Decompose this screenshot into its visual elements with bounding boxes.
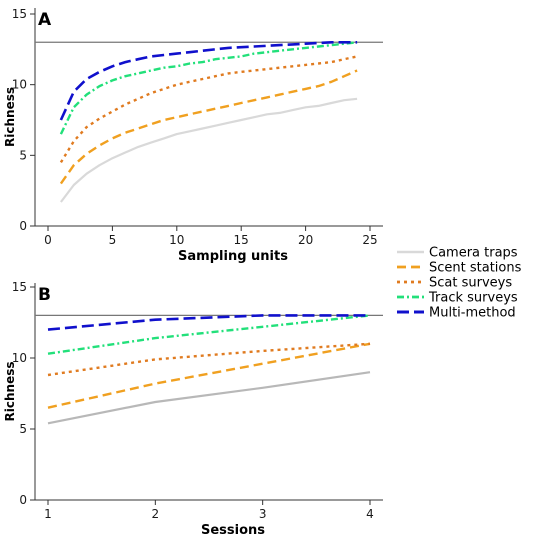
panel-b-chart: 1 2 3 4 0 5 10 15 Sessions Richness B [3, 280, 383, 538]
legend-label-track: Track surveys [428, 291, 518, 306]
y-axis-label: Richness [3, 362, 17, 422]
x-tick-label: 5 [109, 233, 117, 247]
y-axis-label: Richness [3, 87, 17, 147]
x-tick-label: 10 [169, 233, 184, 247]
x-axis-label: Sampling units [178, 249, 288, 264]
x-tick-label: 0 [44, 233, 52, 247]
panel-letter: B [38, 285, 51, 305]
series-line-camera [60, 97, 358, 203]
series-line-track [59, 41, 358, 135]
series-line-scat [47, 342, 371, 377]
x-tick-label: 1 [44, 507, 52, 521]
x-axis-label: Sessions [201, 523, 265, 538]
y-tick-label: 0 [19, 219, 27, 233]
y-tick-label: 10 [12, 78, 27, 92]
series-line-scent [59, 69, 358, 185]
y-tick-label: 0 [19, 493, 27, 507]
series-line-multi [47, 314, 370, 331]
panel-letter: A [38, 10, 52, 30]
y-tick-label: 15 [12, 7, 27, 21]
series-line-scat [59, 55, 358, 164]
series-line-multi [59, 40, 358, 121]
legend-label-scent: Scent stations [429, 261, 522, 276]
y-tick-label: 10 [12, 351, 27, 365]
series-line-camera [47, 371, 371, 425]
legend-label-camera: Camera traps [429, 246, 518, 261]
legend-label-scat: Scat surveys [429, 276, 512, 291]
x-tick-label: 25 [362, 233, 377, 247]
panel-a-chart: 0 5 10 15 20 25 0 5 10 15 Sampling units Richness A [3, 7, 383, 264]
x-tick-label: 20 [298, 233, 313, 247]
x-tick-label: 3 [259, 507, 267, 521]
x-tick-label: 2 [152, 507, 160, 521]
legend-label-multi: Multi-method [429, 306, 516, 321]
y-tick-label: 5 [19, 148, 27, 162]
series-line-scent [47, 342, 371, 409]
y-tick-label: 5 [19, 422, 27, 436]
series-line-track [47, 314, 371, 355]
x-tick-label: 4 [366, 507, 374, 521]
x-tick-label: 15 [234, 233, 249, 247]
y-tick-label: 15 [12, 280, 27, 294]
